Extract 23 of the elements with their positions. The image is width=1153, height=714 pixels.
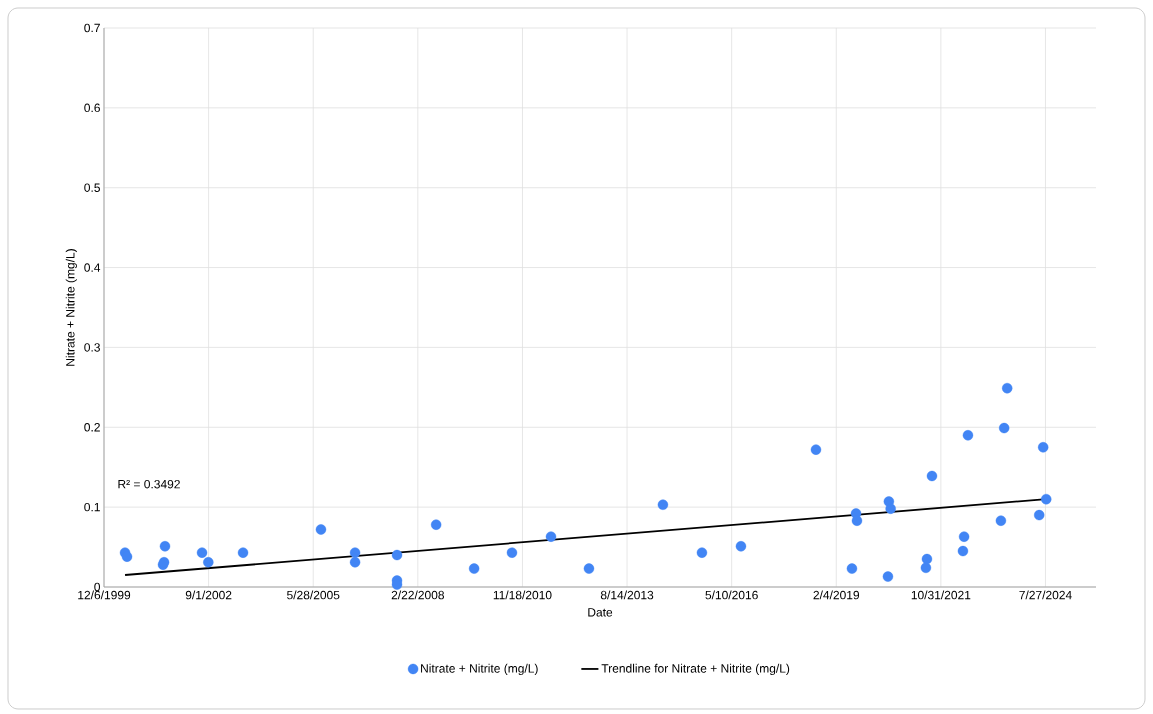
legend-label: Nitrate + Nitrite (mg/L) <box>421 663 538 676</box>
x-tick-label: 10/31/2021 <box>911 590 971 600</box>
x-tick-label: 11/18/2010 <box>493 590 552 600</box>
x-tick-label: 7/27/2024 <box>1019 590 1072 600</box>
y-tick-label: 0.1 <box>84 502 100 512</box>
y-tick-label: 0.2 <box>84 423 100 432</box>
y-tick-label: 0.5 <box>84 183 100 192</box>
y-tick-label: 0.7 <box>84 23 100 33</box>
y-tick-label: 0 <box>94 582 101 592</box>
x-tick-label: 2/22/2008 <box>391 590 444 600</box>
x-tick-label: 5/28/2005 <box>287 590 340 600</box>
x-tick-label: 12/6/1999 <box>78 590 131 600</box>
x-axis-title: Date <box>588 608 613 617</box>
y-tick-label: 0.6 <box>84 103 100 113</box>
y-tick-label: 0.4 <box>84 263 101 272</box>
y-axis-title: Nitrate + Nitrite (mg/L) <box>65 249 77 366</box>
x-tick-label: 8/14/2013 <box>600 590 654 600</box>
annotation: R² = 0.3492 <box>118 479 180 489</box>
x-tick-label: 9/1/2002 <box>185 590 232 600</box>
y-tick-label: 0.3 <box>84 343 100 352</box>
x-tick-label: 2/4/2019 <box>813 590 860 600</box>
legend-label: Trendline for Nitrate + Nitrite (mg/L) <box>601 663 790 676</box>
x-tick-label: 5/10/2016 <box>705 590 758 600</box>
